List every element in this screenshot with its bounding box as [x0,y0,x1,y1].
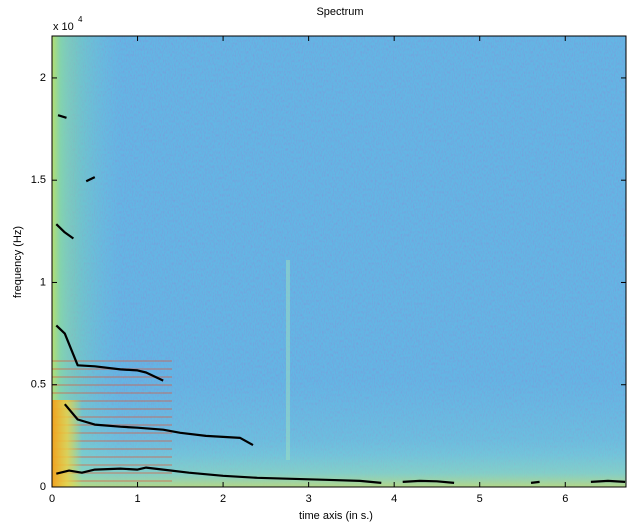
x-axis-label: time axis (in s.) [299,510,373,522]
y-axis-label: frequency (Hz) [12,226,24,298]
y-tick-label: 0 [40,481,46,493]
x-tick-label: 0 [49,493,55,505]
x-tick-label: 3 [306,493,312,505]
track-line [55,223,75,240]
spectrogram-image [52,36,626,487]
track-line [55,324,164,382]
chart-title: Spectrum [316,6,363,18]
y-multiplier-exponent: 4 [78,15,83,24]
x-tick-label: 5 [477,493,483,505]
y-tick-label: 2 [40,72,46,84]
x-tick-label: 4 [391,493,397,505]
y-tick-label: 0.5 [31,379,46,391]
x-tick-label: 6 [562,493,568,505]
track-line [57,114,67,119]
plot-frame [51,35,627,488]
x-tick-label: 2 [220,493,226,505]
y-tick-label: 1.5 [31,174,46,186]
track-line [63,403,254,447]
y-multiplier: x 10 [53,21,74,33]
x-tick-label: 1 [134,493,140,505]
track-line [85,176,96,183]
track-line [56,466,626,484]
y-tick-label: 1 [40,276,46,288]
